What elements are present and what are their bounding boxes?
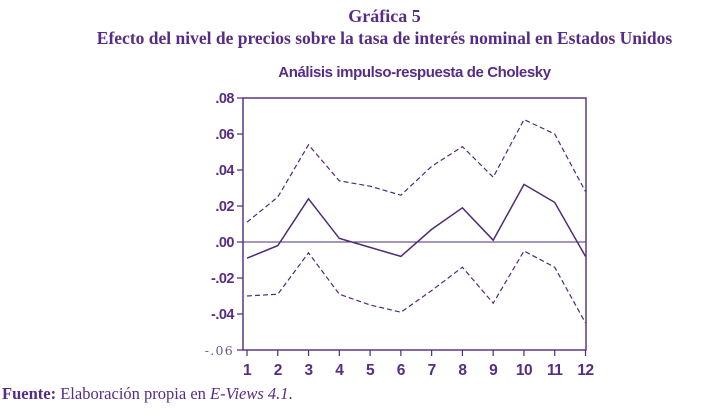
- x-tick-label: 11: [547, 362, 563, 379]
- plot-border: [242, 97, 587, 351]
- x-tick-label: 12: [577, 362, 593, 379]
- x-tick-label: 6: [397, 362, 406, 379]
- y-tick-label: .00: [215, 235, 234, 251]
- x-tick-label: 2: [274, 362, 282, 379]
- chart-main-title: Efecto del nivel de precios sobre la tas…: [96, 28, 673, 48]
- series-banda-inferior-2se: [246, 250, 587, 324]
- source-label: Fuente:: [2, 384, 57, 403]
- y-tick-label: .02: [215, 199, 234, 215]
- x-tick-label: 9: [489, 362, 498, 379]
- y-tick-label: .06: [215, 127, 234, 143]
- source-text: Elaboración propia en: [56, 384, 211, 403]
- chart-inner-title: Análisis impulso-respuesta de Cholesky: [278, 64, 551, 81]
- series-banda-superior-2se: [246, 118, 587, 223]
- y-tick-label: .08: [215, 91, 234, 107]
- source-note: Fuente: Elaboración propia en E-Views 4.…: [2, 384, 293, 404]
- x-tick-label: 1: [243, 362, 252, 379]
- y-tick-label: -.04: [211, 307, 234, 323]
- source-period: .: [288, 384, 293, 403]
- x-tick-label: 3: [304, 362, 313, 379]
- x-tick-label: 8: [458, 362, 467, 379]
- y-tick-label: -.06: [205, 343, 234, 358]
- series-respuesta: [246, 183, 587, 259]
- chart-number-title: Gráfica 5: [348, 6, 421, 26]
- x-tick-label: 10: [516, 362, 532, 379]
- x-tick-label: 4: [335, 362, 344, 379]
- chart-header: Gráfica 5 Efecto del nivel de precios so…: [52, 5, 717, 50]
- y-tick-label: -.02: [211, 271, 234, 287]
- x-tick-label: 7: [428, 362, 436, 379]
- x-tick-label: 5: [366, 362, 375, 379]
- source-software: E-Views 4.1: [210, 384, 289, 403]
- y-tick-label: .04: [215, 163, 234, 179]
